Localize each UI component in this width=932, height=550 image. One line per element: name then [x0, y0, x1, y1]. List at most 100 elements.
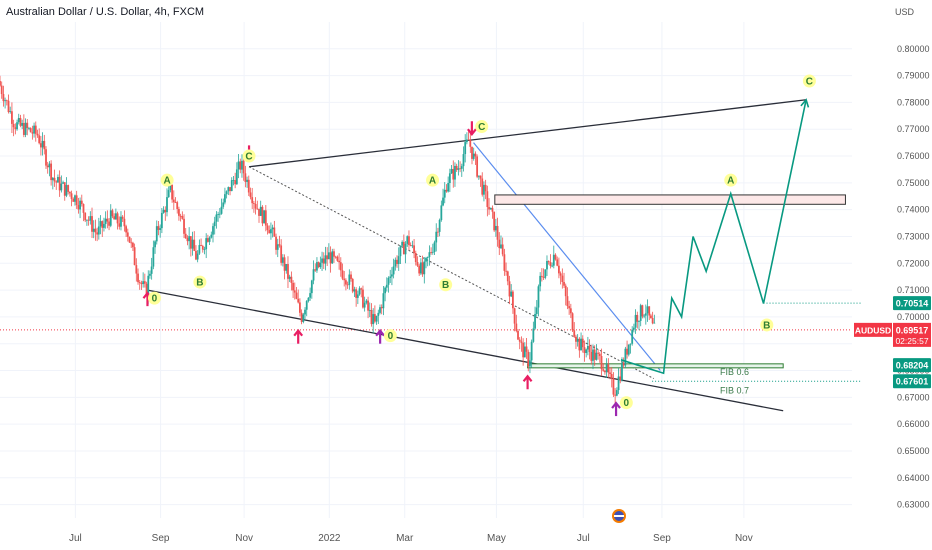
candle-body [522, 342, 525, 358]
candle [319, 256, 322, 269]
candle [385, 277, 388, 292]
candle [275, 233, 277, 255]
candle [309, 287, 312, 301]
candle-body [465, 139, 468, 143]
candle-body [224, 194, 226, 203]
current-price-text: 0.69517 [896, 325, 929, 335]
candle-body [128, 236, 131, 243]
candle-body [92, 228, 95, 232]
candle [448, 168, 451, 192]
wave-label-bg [724, 173, 738, 187]
candle [362, 285, 364, 309]
candle [380, 304, 383, 315]
candle-body [571, 313, 574, 331]
candle [242, 157, 245, 181]
candle [353, 286, 356, 298]
candle-body [581, 338, 584, 348]
candle-body [341, 270, 344, 279]
candle-body [104, 218, 107, 224]
candle [321, 251, 323, 271]
candle-body [593, 349, 596, 360]
candle-body [510, 291, 513, 297]
candle [94, 219, 97, 241]
candle-body [607, 364, 610, 373]
candle [9, 106, 12, 114]
current-price-bg [893, 322, 931, 347]
candle-body [578, 338, 581, 351]
candle [409, 242, 412, 247]
candle-body [638, 320, 640, 322]
candle-body [193, 239, 196, 251]
candle [43, 134, 46, 155]
candle-body [634, 314, 637, 328]
candle-body [452, 169, 455, 180]
candle [566, 287, 569, 310]
wave-label-text: A [727, 176, 734, 187]
candle [132, 241, 134, 252]
candle [198, 239, 201, 255]
candle [617, 368, 620, 395]
candle [103, 217, 105, 232]
up-arrow-icon [375, 328, 385, 344]
wave-label: B [760, 318, 774, 332]
x-tick-label: Sep [653, 533, 671, 544]
candle [92, 220, 95, 239]
candle [614, 388, 617, 404]
time-axis[interactable]: Jul Sep Nov 2022 Mar May Jul Sep Nov [69, 509, 753, 544]
candle-body [94, 228, 97, 233]
candle-body [498, 239, 501, 249]
candle-body [580, 338, 582, 351]
candle-body [430, 252, 433, 253]
candle-body [561, 275, 564, 282]
candle-body [106, 218, 109, 222]
candle [316, 257, 318, 273]
candle-body [321, 258, 323, 263]
candle [527, 349, 530, 372]
candle [581, 335, 584, 353]
candle [84, 212, 87, 223]
candle-body [116, 213, 119, 224]
candle [285, 264, 288, 274]
candle [300, 309, 303, 325]
candle [569, 303, 572, 319]
candle [523, 342, 526, 358]
candle-body [268, 230, 271, 234]
candle [178, 206, 180, 221]
candle [624, 346, 627, 369]
candle-body [350, 274, 352, 279]
wave-label-bg [147, 291, 161, 305]
candle [126, 228, 129, 242]
candle [331, 248, 334, 264]
candle-body [554, 254, 557, 260]
candle-body [493, 211, 496, 231]
candle-body [16, 122, 18, 130]
candle [63, 182, 66, 201]
candle-body [537, 286, 540, 308]
candle-body [629, 343, 632, 345]
candle [12, 119, 15, 137]
candle [629, 343, 632, 354]
candle [215, 211, 218, 229]
candle [123, 210, 126, 232]
candle [130, 238, 133, 248]
candle-body [397, 256, 400, 265]
price-labels: 0.70514 0.68204 0.67601 AUDUSD 0.6951702:25:… [854, 296, 931, 389]
candle [326, 247, 329, 267]
candle-body [653, 322, 656, 324]
candle-body [362, 289, 364, 308]
candle-body [285, 264, 288, 271]
candle-body [232, 180, 235, 181]
candle [358, 286, 361, 296]
candle-body [0, 80, 1, 86]
candle-body [651, 318, 654, 324]
candle [68, 191, 71, 197]
candle-body [322, 258, 325, 264]
price-axis[interactable]: USD 0.63000 0.64000 0.65000 0.66000 0.67000 0… [895, 7, 930, 510]
candle-body [426, 257, 429, 258]
candle [552, 245, 555, 269]
candle-body [569, 308, 572, 314]
candle-body [512, 291, 514, 309]
price-label: 0.67601 [893, 374, 931, 389]
candle [281, 254, 284, 267]
